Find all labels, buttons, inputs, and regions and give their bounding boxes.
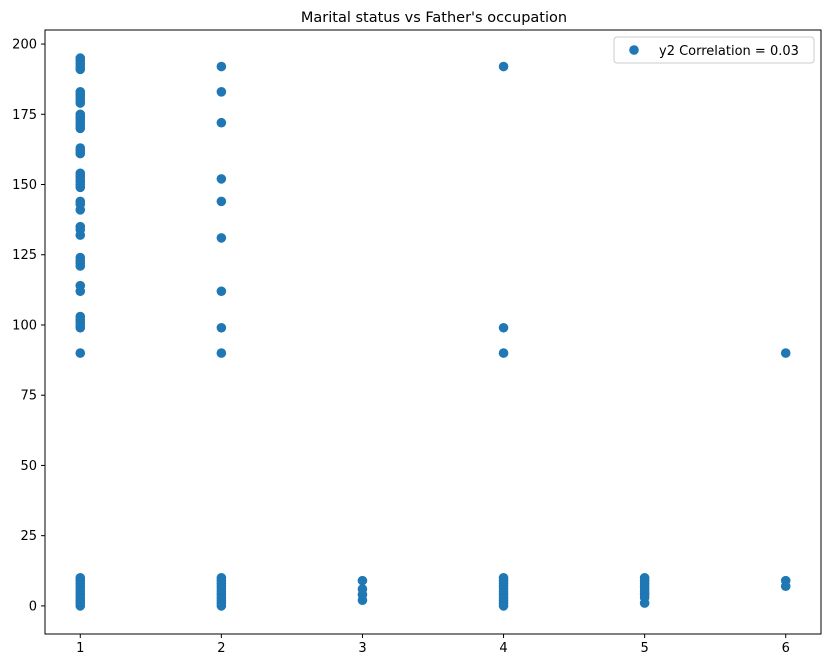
y-tick-label: 0 [29,599,37,614]
y-tick-label: 200 [12,38,37,53]
legend-marker [629,45,639,55]
data-point [75,573,86,583]
data-point [75,196,86,207]
data-point [75,348,86,358]
x-tick-label: 3 [358,641,366,656]
data-point [498,322,509,333]
data-point [216,348,227,358]
data-point [75,168,86,179]
y-tick-label: 100 [12,318,37,333]
y-axis-ticks: 0 25 50 75 100 125 150 175 200 [12,38,45,614]
y-tick-label: 25 [20,529,37,544]
data-point [75,143,86,153]
data-point [75,87,86,97]
data-point [216,87,227,97]
y-tick-label: 175 [12,108,37,123]
data-point [216,61,227,72]
data-point [75,311,86,322]
data-point [498,348,509,358]
data-point [216,233,227,243]
x-tick-label: 5 [640,641,648,656]
data-point [75,53,86,63]
data-point [75,221,86,232]
x-tick-label: 4 [499,641,507,656]
data-point [216,117,227,128]
legend: y2 Correlation = 0.03 [613,36,815,64]
data-point [639,573,650,583]
data-point [216,573,227,583]
data-point [75,109,86,120]
legend-box [613,36,815,64]
y-tick-label: 150 [12,178,37,193]
x-tick-label: 6 [782,641,790,656]
data-point [357,575,368,586]
legend-label: y2 Correlation = 0.03 [659,44,799,59]
data-point [216,322,227,333]
y-tick-label: 75 [20,389,37,404]
data-points [75,53,791,611]
y-tick-label: 50 [20,459,37,474]
data-point [216,286,227,297]
chart-title: Marital status vs Father's occupation [301,10,567,26]
data-point [75,280,86,291]
data-point [216,196,227,207]
data-point [357,584,368,594]
data-point [780,348,791,358]
data-point [498,573,509,583]
data-point [75,252,86,263]
data-point [216,174,227,184]
data-point [780,575,791,586]
plot-frame [44,29,822,635]
x-tick-label: 2 [217,641,225,656]
x-axis-ticks: 1 2 3 4 5 6 [76,634,790,656]
y-tick-label: 125 [12,248,37,263]
data-point [498,61,509,72]
x-tick-label: 1 [76,641,84,656]
